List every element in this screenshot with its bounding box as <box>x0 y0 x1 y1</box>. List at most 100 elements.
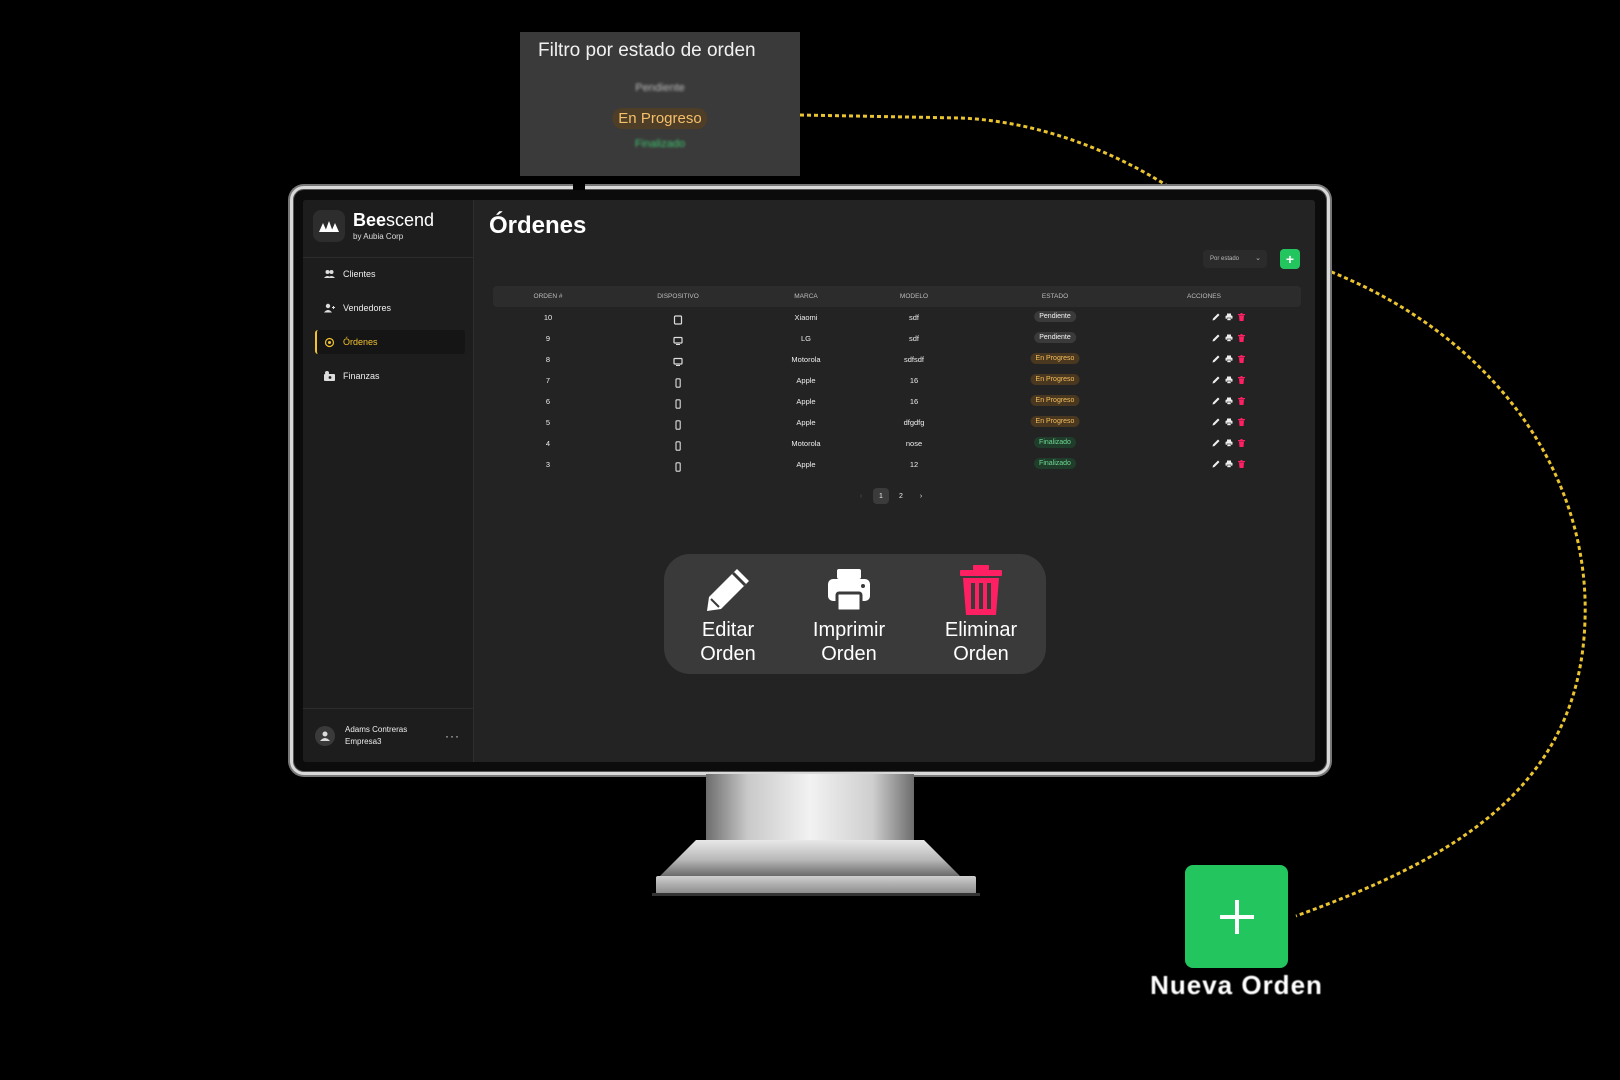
next-page-button[interactable]: › <box>919 492 923 500</box>
print-icon[interactable] <box>1224 459 1233 469</box>
edit-icon[interactable] <box>1211 417 1220 427</box>
print-order-action[interactable]: Imprimir Orden <box>794 564 904 666</box>
filter-option-finalizado[interactable]: Finalizado <box>634 138 686 150</box>
column-header: ACCIONES <box>1187 293 1221 300</box>
brand-logo-icon <box>313 210 345 242</box>
table-row: 3 Apple 12 Finalizado <box>493 454 1301 475</box>
row-actions <box>1211 333 1246 343</box>
edit-order-label: Editar Orden <box>700 619 756 665</box>
status-badge: En Progreso <box>1030 374 1080 385</box>
users-icon <box>324 269 335 280</box>
brand[interactable]: Beescend by Aubia Corp <box>313 210 434 242</box>
edit-icon[interactable] <box>1211 396 1220 406</box>
delete-icon[interactable] <box>1237 417 1246 427</box>
order-number: 3 <box>545 460 551 469</box>
order-brand: Apple <box>796 460 816 469</box>
edit-icon[interactable] <box>1211 354 1220 364</box>
brand-name: Beescend <box>353 210 435 230</box>
order-model: sdf <box>908 313 920 322</box>
column-header: DISPOSITIVO <box>657 293 699 300</box>
monitor-stand-shadow <box>652 893 980 896</box>
edit-icon[interactable] <box>1211 438 1220 448</box>
status-badge: En Progreso <box>1030 395 1080 406</box>
order-number: 5 <box>545 418 551 427</box>
prev-page-button[interactable]: ‹ <box>859 492 863 500</box>
delete-icon[interactable] <box>1237 312 1246 322</box>
delete-order-action[interactable]: Eliminar Orden <box>926 564 1036 666</box>
delete-icon[interactable] <box>1237 459 1246 469</box>
plus-icon <box>1219 899 1254 934</box>
print-icon[interactable] <box>1224 312 1233 322</box>
edit-icon[interactable] <box>1211 312 1220 322</box>
edit-icon[interactable] <box>1211 459 1220 469</box>
delete-icon[interactable] <box>1237 438 1246 448</box>
more-options-icon[interactable]: ··· <box>445 729 460 743</box>
filter-option-en-progreso[interactable]: En Progreso <box>612 108 708 129</box>
order-model: nose <box>905 439 923 448</box>
print-icon[interactable] <box>1224 417 1233 427</box>
phone-icon <box>673 375 683 388</box>
sidebar-item-label: Clientes <box>343 269 376 279</box>
edit-icon[interactable] <box>1211 333 1220 343</box>
add-order-button[interactable]: + <box>1280 249 1300 269</box>
order-brand: Motorola <box>791 439 821 448</box>
print-icon[interactable] <box>1224 375 1233 385</box>
desktop-icon <box>673 333 683 345</box>
filter-option-pendiente[interactable]: Pendiente <box>635 82 685 94</box>
column-header: ESTADO <box>1041 293 1069 300</box>
order-brand: Xiaomi <box>794 313 818 322</box>
order-number: 4 <box>545 439 551 448</box>
status-badge: Pendiente <box>1034 332 1076 343</box>
delete-icon[interactable] <box>1237 396 1246 406</box>
new-order-button[interactable] <box>1185 865 1288 968</box>
new-order-connector <box>1295 260 1587 918</box>
actions-callout: Editar Orden Imprimir Orden Eliminar Ord… <box>664 554 1046 674</box>
print-icon[interactable] <box>1224 354 1233 364</box>
print-icon[interactable] <box>1224 396 1233 406</box>
app-screen: Beescend by Aubia Corp Clientes Vendedor… <box>303 200 1315 762</box>
edit-icon[interactable] <box>1211 375 1220 385</box>
sidebar-item-vendedores[interactable]: Vendedores <box>315 296 465 320</box>
order-number: 10 <box>543 313 553 322</box>
printer-icon <box>823 564 875 616</box>
order-brand: LG <box>800 334 812 343</box>
filter-callout-title: Filtro por estado de orden <box>538 40 756 61</box>
desktop-icon <box>673 354 683 366</box>
user-plus-icon <box>324 303 335 314</box>
sidebar-item-ordenes[interactable]: Órdenes <box>315 330 465 354</box>
print-icon[interactable] <box>1224 333 1233 343</box>
delete-icon[interactable] <box>1237 333 1246 343</box>
delete-icon[interactable] <box>1237 354 1246 364</box>
avatar <box>315 725 335 746</box>
order-number: 8 <box>545 355 551 364</box>
print-order-label: Imprimir Orden <box>812 619 886 665</box>
status-filter-select[interactable]: Por estado ⌄ <box>1203 250 1267 268</box>
monitor-stand-foot <box>660 840 960 876</box>
column-header: ORDEN # <box>533 293 563 300</box>
monitor-stand-neck <box>706 774 914 844</box>
edit-order-action[interactable]: Editar Orden <box>673 564 783 666</box>
pencil-icon <box>702 564 754 616</box>
orders-table-body: 10 Xiaomi sdf Pendiente 9 LG sdf Pendiente 8 Moto… <box>493 307 1301 475</box>
delete-icon[interactable] <box>1237 375 1246 385</box>
row-actions <box>1211 417 1246 427</box>
order-brand: Apple <box>796 418 816 427</box>
user-profile[interactable]: Adams Contreras Empresa3 ··· <box>303 708 474 762</box>
sidebar-item-label: Órdenes <box>343 337 378 347</box>
trash-icon <box>955 564 1007 616</box>
table-row: 6 Apple 16 En Progreso <box>493 391 1301 412</box>
callout-notch <box>573 184 585 190</box>
page-button-2[interactable]: 2 <box>899 492 903 500</box>
order-model: 16 <box>909 376 919 385</box>
table-row: 7 Apple 16 En Progreso <box>493 370 1301 391</box>
phone-icon <box>673 417 683 430</box>
print-icon[interactable] <box>1224 438 1233 448</box>
row-actions <box>1211 312 1246 322</box>
sidebar-item-finanzas[interactable]: Finanzas <box>315 364 465 388</box>
finance-icon <box>324 371 335 382</box>
sidebar-item-clientes[interactable]: Clientes <box>315 262 465 286</box>
table-header: ORDEN # DISPOSITIVO MARCA MODELO ESTADO … <box>493 286 1301 307</box>
order-brand: Motorola <box>791 355 821 364</box>
page-button-1[interactable]: 1 <box>873 488 889 504</box>
delete-order-label: Eliminar Orden <box>944 619 1018 665</box>
